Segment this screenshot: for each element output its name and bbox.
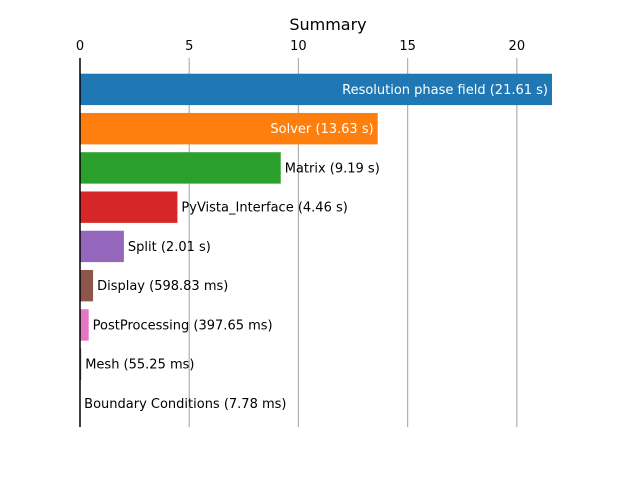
bar-label: Matrix (9.19 s) [285, 161, 380, 176]
bar-labels: Resolution phase field (21.61 s) Solver (… [84, 83, 548, 412]
bar-label: Resolution phase field (21.61 s) [342, 83, 548, 98]
chart-title: Summary [289, 15, 366, 34]
bar [80, 73, 552, 106]
bar [80, 309, 89, 341]
bar-label: Mesh (55.25 ms) [85, 358, 194, 373]
bar-label: Boundary Conditions (7.78 ms) [84, 397, 286, 412]
bar-label: PyVista_Interface (4.46 s) [181, 201, 347, 216]
bar [80, 191, 178, 223]
bar [80, 269, 94, 302]
x-axis: 0 5 10 15 20 [76, 39, 525, 54]
bar [80, 152, 281, 184]
bar-label: PostProcessing (397.65 ms) [93, 318, 273, 333]
x-tick-label: 0 [76, 39, 84, 54]
bar-label: Display (598.83 ms) [97, 279, 228, 294]
x-tick-label: 5 [185, 39, 193, 54]
bars [80, 73, 552, 420]
bar [80, 112, 378, 145]
x-tick-label: 20 [509, 39, 526, 54]
bar-label: Solver (13.63 s) [270, 122, 373, 137]
bar [80, 230, 124, 263]
x-tick-label: 10 [290, 39, 307, 54]
x-tick-label: 15 [399, 39, 416, 54]
bar-label: Split (2.01 s) [128, 240, 211, 255]
